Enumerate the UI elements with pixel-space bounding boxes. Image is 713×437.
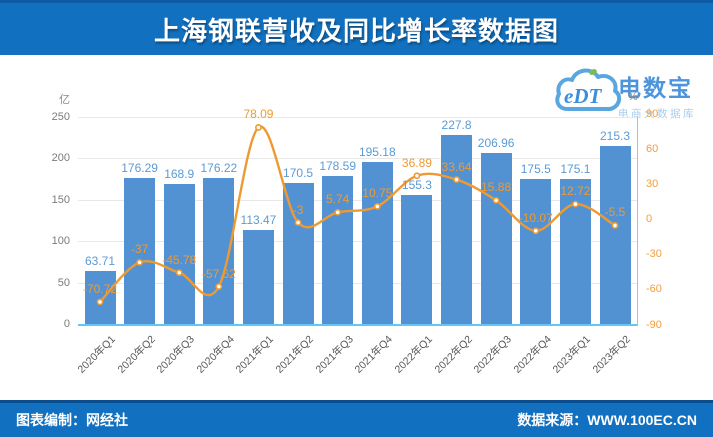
line-value-label: 36.89 [401, 155, 432, 170]
line-value-label: 5.74 [326, 192, 350, 207]
watermark-brand: 电数宝 [618, 75, 693, 101]
revenue-bar[interactable] [520, 178, 552, 324]
bar-value-label: 206.96 [477, 135, 515, 150]
bar-value-label: 175.1 [560, 162, 591, 177]
line-point[interactable] [215, 283, 223, 290]
line-point[interactable] [532, 227, 540, 235]
left-axis-tick-label: 100 [51, 235, 70, 248]
gridline [78, 241, 638, 243]
revenue-bar[interactable] [401, 195, 433, 324]
page-title: 上海钢联营收及同比增长率数据图 [153, 15, 559, 46]
revenue-bar[interactable] [242, 230, 274, 324]
line-point[interactable] [294, 219, 302, 226]
line-value-label: -37 [130, 242, 149, 257]
gridline [78, 282, 638, 284]
line-value-label: -10.07 [518, 210, 553, 225]
right-axis-tick-label: 0 [646, 213, 653, 225]
plot-region: 0 50 100 150 200 250 亿 -90 -60 -30 0 30 60 90% 2020年Q1… [0, 55, 713, 400]
gridline [78, 117, 638, 118]
bar-value-label: 195.18 [358, 145, 396, 160]
revenue-bar[interactable] [599, 145, 631, 324]
gridline [78, 158, 638, 160]
title-bar: 上海钢联营收及同比增长率数据图 [0, 0, 713, 55]
line-point[interactable] [255, 124, 262, 131]
bar-value-label: 155.3 [401, 178, 432, 193]
gridline [78, 199, 638, 201]
line-value-label: 33.64 [441, 159, 472, 174]
edt-cloud-logo-icon: eDT [555, 68, 622, 111]
bar-value-label: 168.9 [164, 167, 195, 182]
revenue-bar[interactable] [124, 178, 156, 324]
line-value-label: 15.88 [481, 180, 512, 195]
line-value-label: -5.5 [604, 205, 626, 220]
bar-value-label: 176.29 [121, 161, 158, 176]
right-axis-tick-label: 90 [646, 107, 659, 120]
bar-value-label: 63.71 [84, 254, 116, 269]
line-value-label: 78.09 [243, 107, 274, 122]
bar-value-label: 170.5 [283, 165, 314, 180]
line-point[interactable] [453, 176, 460, 183]
line-point[interactable] [492, 196, 500, 204]
revenue-bar[interactable] [282, 182, 314, 324]
footer-credit: 图表编制：网经社 [16, 412, 128, 428]
svg-text:eDT: eDT [564, 84, 602, 108]
right-axis-tick-label: -60 [646, 283, 662, 296]
bar-value-label: 175.5 [520, 161, 551, 176]
growth-line-layer [96, 124, 619, 306]
line-point[interactable] [96, 298, 104, 306]
footer-bar: 图表编制：网经社 数据来源：WWW.100EC.CN [0, 400, 713, 437]
line-value-label: -57.62 [201, 266, 236, 281]
line-point[interactable] [611, 222, 619, 229]
chart-area: eDT 电数宝 电商大数据库 0 50 100 150 200 250 亿 -90 -60 -30… [0, 55, 713, 400]
line-value-label: 12.72 [560, 184, 591, 199]
line-point[interactable] [334, 208, 342, 216]
left-axis-unit: 亿 [59, 94, 70, 106]
line-value-label: -70.72 [82, 281, 118, 296]
line-value-label: -3 [292, 202, 304, 217]
bar-value-label: 215.3 [599, 128, 631, 143]
bar-value-label: 113.47 [240, 213, 277, 228]
right-axis-tick-label: -30 [646, 248, 662, 261]
footer-source: 数据来源：WWW.100EC.CN [517, 412, 697, 428]
revenue-bar[interactable] [322, 176, 354, 324]
line-point[interactable] [413, 172, 421, 180]
line-point[interactable] [373, 202, 381, 210]
revenue-bar[interactable] [163, 184, 195, 324]
left-axis-tick-label: 150 [51, 193, 70, 206]
line-point[interactable] [175, 269, 183, 277]
right-axis-tick-label: 30 [646, 177, 659, 190]
line-point[interactable] [571, 200, 579, 208]
right-axis-tick-label: -90 [646, 318, 662, 331]
bar-value-label: 176.22 [200, 161, 238, 176]
right-axis-line [637, 117, 638, 326]
line-value-label: 10.75 [362, 186, 393, 201]
watermark: eDT 电数宝 电商大数据库 [552, 57, 712, 131]
bar-value-label: 178.59 [319, 159, 357, 174]
revenue-bar[interactable] [84, 271, 116, 324]
revenue-bar[interactable] [441, 135, 473, 324]
line-point[interactable] [136, 258, 144, 266]
right-axis-unit: % [628, 91, 638, 103]
x-axis-line [78, 324, 638, 326]
revenue-bar[interactable] [480, 152, 512, 324]
revenue-bar[interactable] [361, 162, 393, 324]
right-axis-tick-label: 60 [646, 142, 659, 155]
left-axis-tick-label: 50 [57, 276, 70, 289]
left-axis-tick-label: 0 [63, 318, 70, 330]
left-axis-tick-label: 200 [51, 152, 70, 165]
left-axis-tick-label: 250 [51, 111, 70, 123]
bar-value-label: 227.8 [441, 118, 472, 133]
line-value-label: -45.78 [162, 252, 197, 267]
